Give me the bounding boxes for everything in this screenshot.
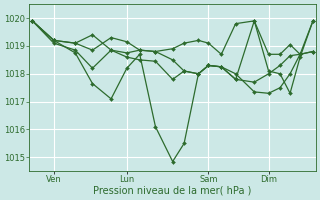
X-axis label: Pression niveau de la mer( hPa ): Pression niveau de la mer( hPa ) <box>93 186 252 196</box>
